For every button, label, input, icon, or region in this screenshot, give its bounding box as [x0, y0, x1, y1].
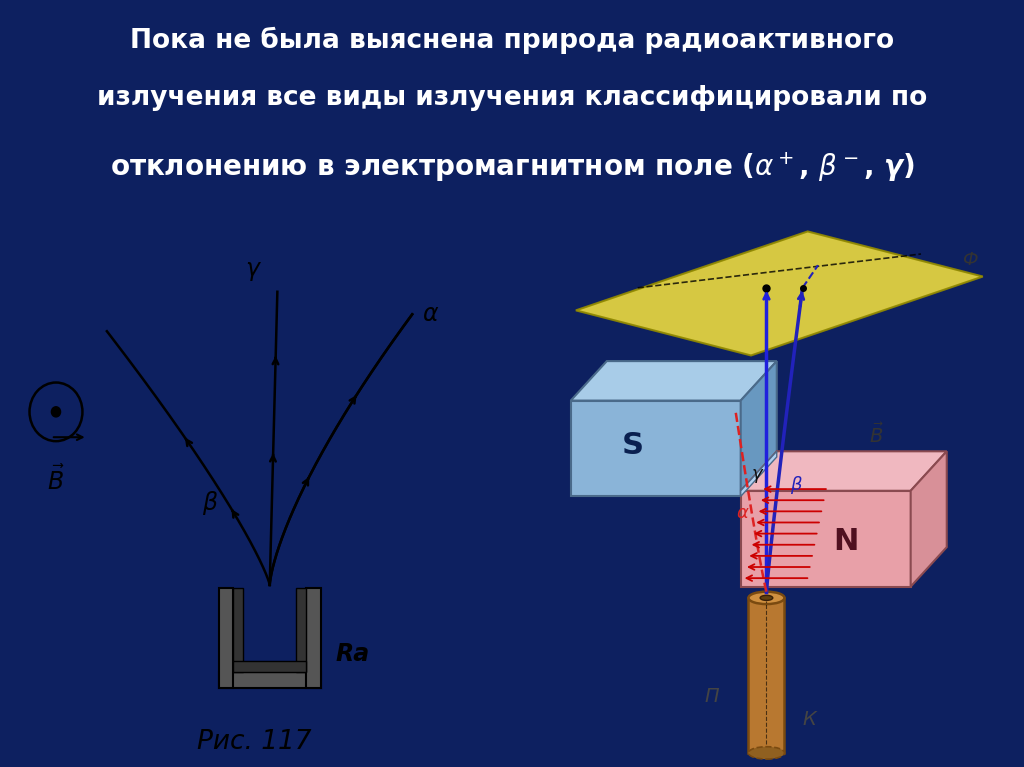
Ellipse shape — [749, 591, 784, 604]
Polygon shape — [740, 491, 910, 587]
Text: отклонению в электромагнитном поле ($\boldsymbol{\alpha^+}$, $\boldsymbol{\beta^: отклонению в электромагнитном поле ($\bo… — [110, 150, 914, 183]
Polygon shape — [575, 232, 983, 355]
Ellipse shape — [760, 595, 773, 601]
Text: К: К — [803, 709, 816, 729]
Text: Пока не была выяснена природа радиоактивного: Пока не была выяснена природа радиоактив… — [130, 27, 894, 54]
Circle shape — [51, 407, 60, 417]
Bar — [233, 661, 306, 673]
Polygon shape — [910, 451, 947, 587]
Polygon shape — [740, 451, 777, 496]
Polygon shape — [740, 451, 947, 491]
Polygon shape — [570, 361, 777, 400]
Polygon shape — [740, 361, 777, 496]
Text: $\vec{B}$: $\vec{B}$ — [47, 466, 65, 495]
Text: $\alpha$: $\alpha$ — [423, 302, 439, 326]
Text: $\vec{B}$: $\vec{B}$ — [869, 423, 885, 447]
Text: $\gamma$: $\gamma$ — [245, 259, 262, 283]
Bar — [219, 673, 321, 688]
Text: S: S — [623, 431, 644, 460]
Text: $\beta$: $\beta$ — [202, 489, 218, 517]
Bar — [749, 598, 784, 753]
Text: $\gamma$: $\gamma$ — [751, 467, 765, 485]
Ellipse shape — [749, 747, 784, 759]
Bar — [306, 588, 321, 688]
Bar — [219, 588, 233, 688]
Text: Ra: Ra — [336, 642, 370, 667]
Text: N: N — [834, 527, 859, 556]
Text: Рис. 117: Рис. 117 — [198, 729, 311, 755]
Text: $\beta$: $\beta$ — [790, 474, 803, 496]
Bar — [233, 588, 243, 673]
Text: $\alpha$: $\alpha$ — [735, 505, 750, 522]
Polygon shape — [570, 400, 740, 496]
Text: Ф: Ф — [963, 252, 978, 269]
Text: излучения все виды излучения классифицировали по: излучения все виды излучения классифицир… — [97, 84, 927, 110]
Bar — [296, 588, 306, 673]
Text: П: П — [705, 687, 719, 706]
